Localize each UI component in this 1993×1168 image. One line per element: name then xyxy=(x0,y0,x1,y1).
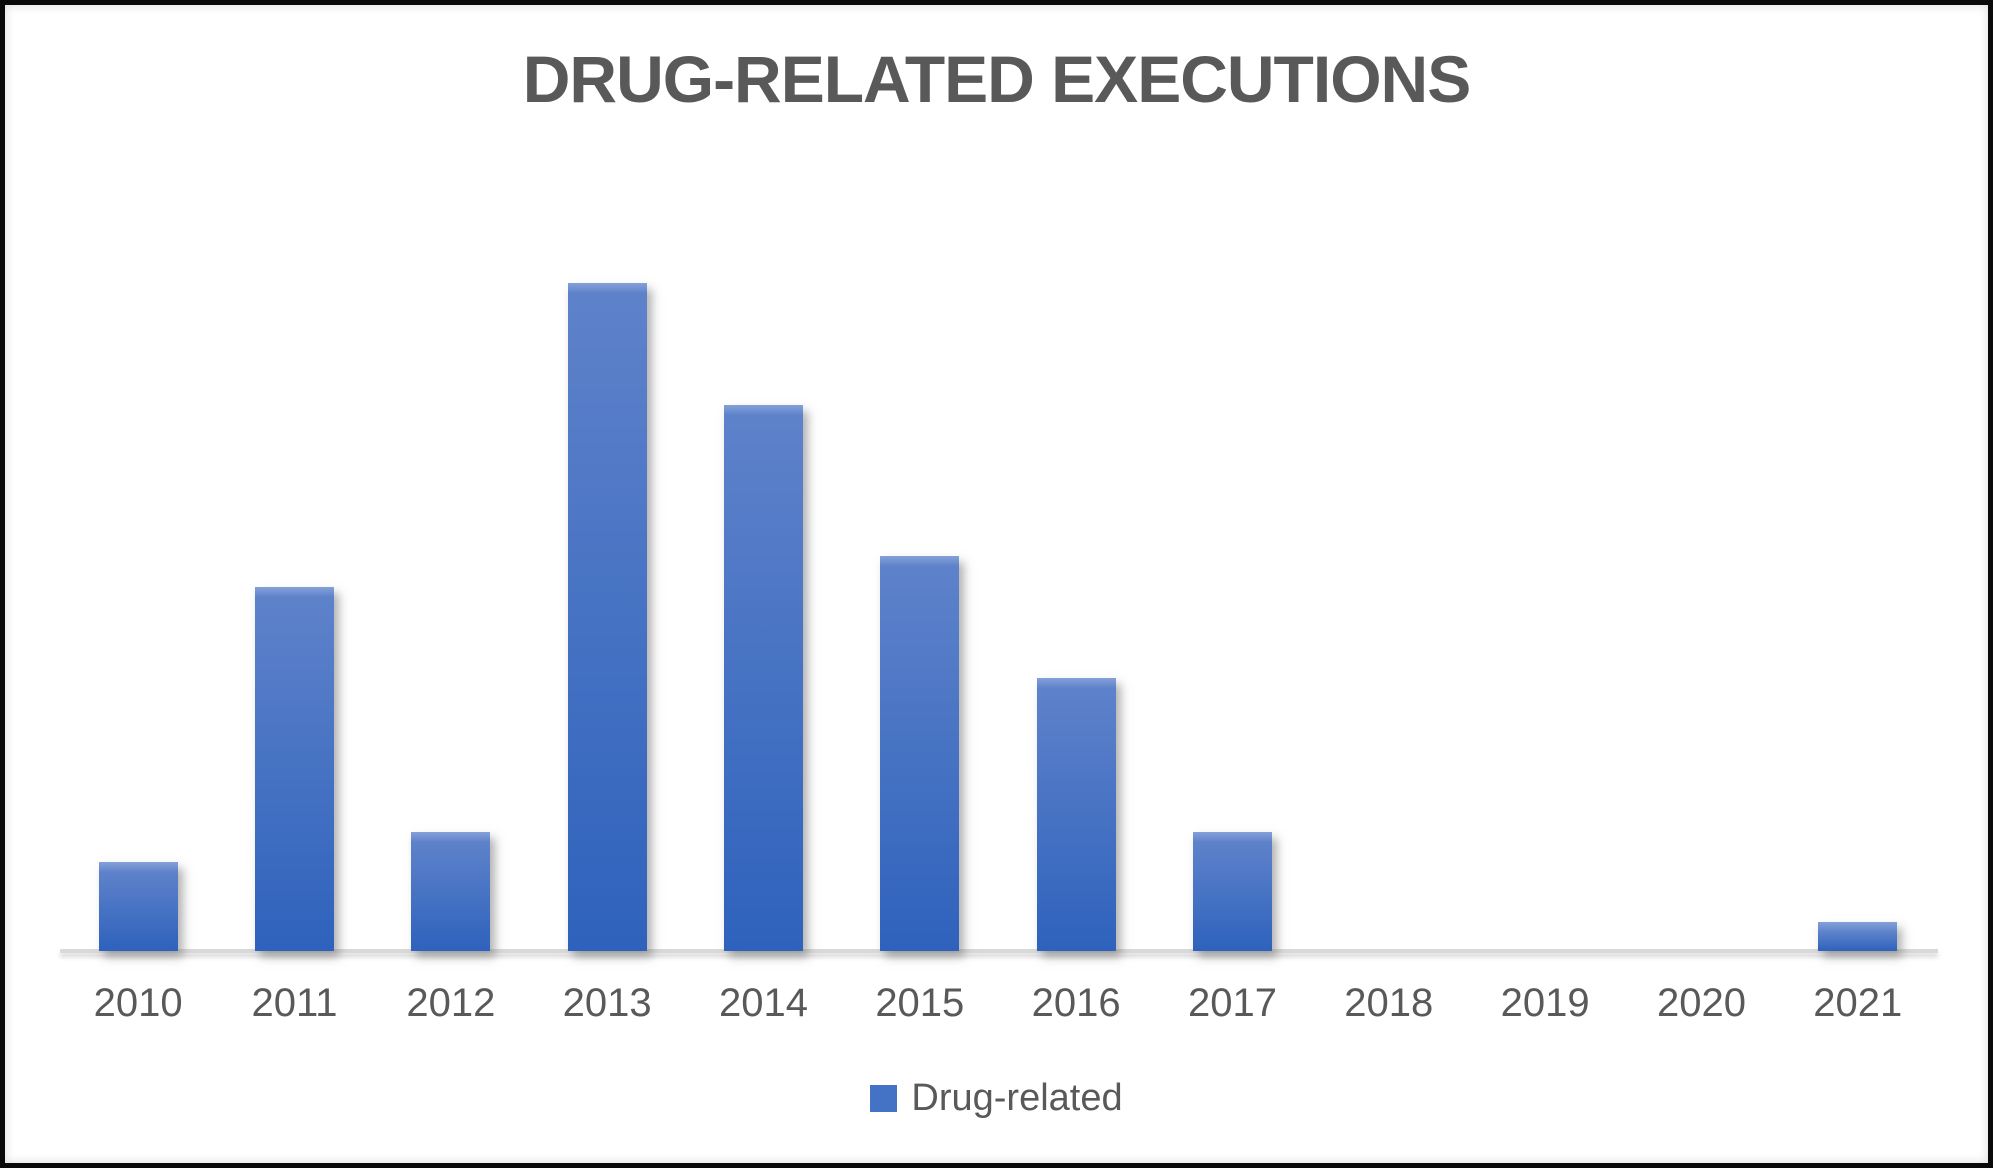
x-axis-labels: 2010 2011 2012 2013 2014 2015 2016 2017 2018 2019… xyxy=(60,981,1936,1026)
bar-slot-2018 xyxy=(1311,5,1467,951)
bar-2017 xyxy=(1192,832,1272,951)
plot-area xyxy=(60,5,1936,951)
bar-slot-2017 xyxy=(1154,5,1310,951)
x-label-2021: 2021 xyxy=(1813,981,1903,1025)
x-label-2015: 2015 xyxy=(875,981,965,1025)
chart-title: DRUG-RELATED EXECUTIONS xyxy=(522,42,1471,116)
bar-slot-2010 xyxy=(60,5,216,951)
x-label-2010: 2010 xyxy=(93,981,183,1025)
bar-2012 xyxy=(411,832,491,951)
bar-2014 xyxy=(723,405,803,951)
bar-2010 xyxy=(98,862,178,951)
legend-label: Drug-related xyxy=(911,1077,1123,1119)
bar-2013 xyxy=(567,283,647,951)
x-label-2014: 2014 xyxy=(718,981,808,1025)
x-axis-line xyxy=(60,949,1938,953)
bar-slot-2013 xyxy=(529,5,685,951)
bar-slot-2012 xyxy=(373,5,529,951)
legend: Drug-related xyxy=(5,1077,1988,1120)
x-label-2016: 2016 xyxy=(1031,981,1121,1025)
bar-2016 xyxy=(1036,678,1116,951)
bar-slot-2016 xyxy=(998,5,1154,951)
bar-slot-2020 xyxy=(1623,5,1779,951)
x-label-2017: 2017 xyxy=(1187,981,1277,1025)
bar-2015 xyxy=(880,556,960,951)
x-label-2018: 2018 xyxy=(1344,981,1434,1025)
x-label-2020: 2020 xyxy=(1656,981,1746,1025)
x-label-2019: 2019 xyxy=(1500,981,1590,1025)
bar-slot-2014 xyxy=(685,5,841,951)
bar-2011 xyxy=(254,587,334,951)
x-label-2013: 2013 xyxy=(562,981,652,1025)
x-label-2011: 2011 xyxy=(251,981,338,1025)
bar-slot-2011 xyxy=(216,5,372,951)
bar-slot-2021 xyxy=(1780,5,1936,951)
x-label-2012: 2012 xyxy=(406,981,496,1025)
legend-swatch-icon xyxy=(870,1085,898,1112)
bar-slot-2015 xyxy=(842,5,998,951)
bar-slot-2019 xyxy=(1467,5,1623,951)
bar-2021 xyxy=(1818,922,1898,951)
